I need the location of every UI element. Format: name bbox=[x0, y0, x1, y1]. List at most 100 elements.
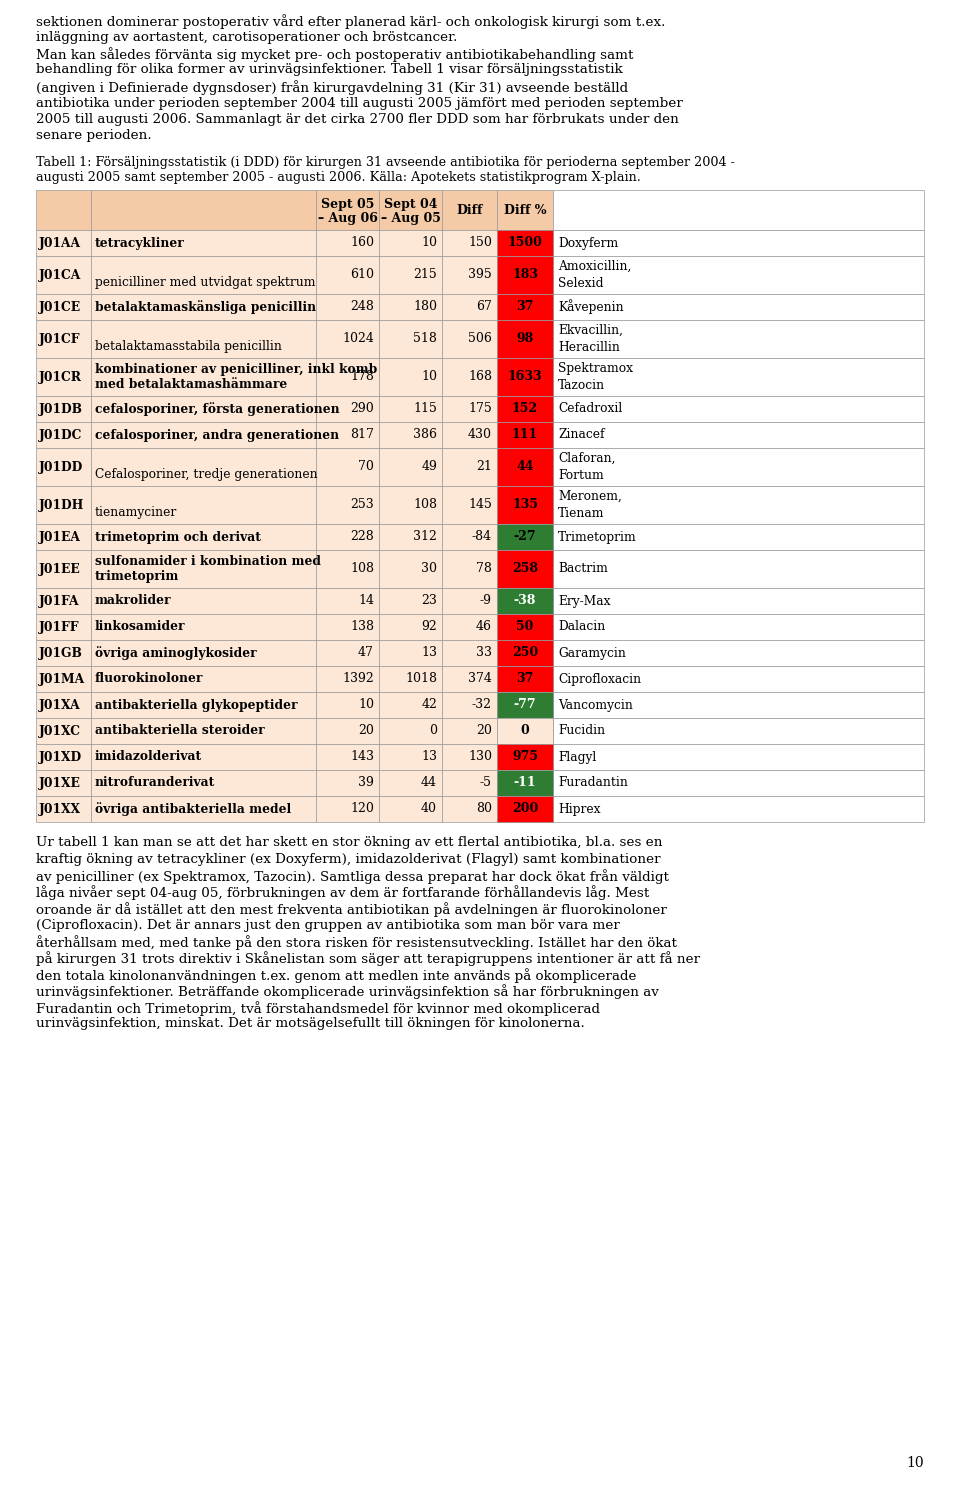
Bar bbox=[316, 189, 379, 230]
Text: 21: 21 bbox=[476, 461, 492, 473]
Text: -11: -11 bbox=[514, 776, 537, 789]
Bar bbox=[91, 665, 316, 692]
Text: Spektramox: Spektramox bbox=[558, 363, 633, 374]
Text: Heracillin: Heracillin bbox=[558, 342, 620, 354]
Text: Doxyferm: Doxyferm bbox=[558, 237, 618, 249]
Bar bbox=[497, 665, 553, 692]
Text: 395: 395 bbox=[468, 269, 492, 282]
Bar bbox=[379, 448, 442, 486]
Text: augusti 2005 samt september 2005 - augusti 2006. Källa: Apotekets statistikprogr: augusti 2005 samt september 2005 - augus… bbox=[36, 172, 641, 184]
Bar bbox=[497, 294, 553, 319]
Bar bbox=[497, 745, 553, 770]
Text: 10: 10 bbox=[906, 1456, 924, 1470]
Text: Cefadroxil: Cefadroxil bbox=[558, 403, 622, 415]
Text: återhållsam med, med tanke på den stora risken för resistensutveckling. Istället: återhållsam med, med tanke på den stora … bbox=[36, 935, 677, 950]
Bar bbox=[379, 257, 442, 294]
Text: nitrofuranderivat: nitrofuranderivat bbox=[95, 776, 215, 789]
Bar bbox=[497, 797, 553, 822]
Bar bbox=[316, 615, 379, 640]
Text: 13: 13 bbox=[421, 646, 437, 659]
Bar bbox=[497, 230, 553, 257]
Text: imidazolderivat: imidazolderivat bbox=[95, 750, 203, 764]
Text: cefalosporiner, andra generationen: cefalosporiner, andra generationen bbox=[95, 428, 339, 442]
Bar bbox=[442, 745, 497, 770]
Bar bbox=[379, 294, 442, 319]
Text: 13: 13 bbox=[421, 750, 437, 764]
Text: 78: 78 bbox=[476, 562, 492, 576]
Bar bbox=[553, 692, 924, 718]
Text: 67: 67 bbox=[476, 300, 492, 313]
Bar bbox=[36, 665, 91, 692]
Text: 42: 42 bbox=[421, 698, 437, 712]
Bar bbox=[553, 718, 924, 745]
Text: med betalaktamashämmare: med betalaktamashämmare bbox=[95, 377, 287, 391]
Text: Ciprofloxacin: Ciprofloxacin bbox=[558, 673, 641, 685]
Bar bbox=[553, 615, 924, 640]
Bar bbox=[91, 395, 316, 422]
Text: 37: 37 bbox=[516, 673, 534, 685]
Text: 817: 817 bbox=[350, 428, 374, 442]
Text: urinvägsinfektioner. Beträffande okomplicerade urinvägsinfektion så har förbrukn: urinvägsinfektioner. Beträffande okompli… bbox=[36, 985, 659, 1000]
Text: sektionen dominerar postoperativ vård efter planerad kärl- och onkologisk kirurg: sektionen dominerar postoperativ vård ef… bbox=[36, 13, 665, 28]
Text: J01GB: J01GB bbox=[39, 646, 83, 659]
Text: fluorokinoloner: fluorokinoloner bbox=[95, 673, 204, 685]
Text: trimetoprim och derivat: trimetoprim och derivat bbox=[95, 531, 261, 543]
Bar bbox=[379, 770, 442, 797]
Text: Sept 04: Sept 04 bbox=[384, 198, 437, 210]
Text: kombinationer av penicilliner, inkl komb: kombinationer av penicilliner, inkl komb bbox=[95, 363, 377, 376]
Text: betalaktamaskänsliga penicillin: betalaktamaskänsliga penicillin bbox=[95, 300, 316, 313]
Text: 145: 145 bbox=[468, 498, 492, 512]
Text: tienamyciner: tienamyciner bbox=[95, 506, 178, 519]
Bar bbox=[316, 718, 379, 745]
Bar bbox=[497, 486, 553, 524]
Text: senare perioden.: senare perioden. bbox=[36, 130, 152, 143]
Text: J01EE: J01EE bbox=[39, 562, 81, 576]
Bar bbox=[497, 395, 553, 422]
Text: -9: -9 bbox=[480, 594, 492, 607]
Text: 120: 120 bbox=[350, 803, 374, 816]
Text: 37: 37 bbox=[516, 300, 534, 313]
Bar bbox=[36, 230, 91, 257]
Bar bbox=[497, 770, 553, 797]
Bar bbox=[91, 718, 316, 745]
Text: 253: 253 bbox=[350, 498, 374, 512]
Text: -77: -77 bbox=[514, 698, 537, 712]
Bar bbox=[316, 692, 379, 718]
Text: (Ciprofloxacin). Det är annars just den gruppen av antibiotika som man bör vara : (Ciprofloxacin). Det är annars just den … bbox=[36, 919, 620, 931]
Bar bbox=[36, 718, 91, 745]
Bar bbox=[442, 294, 497, 319]
Text: Furadantin och Trimetoprim, två förstahandsmedel för kvinnor med okomplicerad: Furadantin och Trimetoprim, två förstaha… bbox=[36, 1001, 600, 1016]
Bar bbox=[442, 189, 497, 230]
Text: 46: 46 bbox=[476, 621, 492, 634]
Bar bbox=[316, 319, 379, 358]
Text: 518: 518 bbox=[413, 333, 437, 346]
Bar bbox=[497, 189, 553, 230]
Bar bbox=[497, 358, 553, 395]
Text: Dalacin: Dalacin bbox=[558, 621, 605, 634]
Text: övriga aminoglykosider: övriga aminoglykosider bbox=[95, 646, 256, 659]
Bar bbox=[553, 230, 924, 257]
Text: 143: 143 bbox=[350, 750, 374, 764]
Text: 111: 111 bbox=[512, 428, 539, 442]
Bar bbox=[497, 524, 553, 551]
Bar bbox=[91, 189, 316, 230]
Text: J01DB: J01DB bbox=[39, 403, 83, 415]
Bar bbox=[36, 257, 91, 294]
Bar bbox=[36, 319, 91, 358]
Bar bbox=[497, 745, 553, 770]
Bar bbox=[442, 718, 497, 745]
Bar bbox=[442, 615, 497, 640]
Bar bbox=[497, 448, 553, 486]
Text: 23: 23 bbox=[421, 594, 437, 607]
Bar bbox=[379, 486, 442, 524]
Bar bbox=[91, 797, 316, 822]
Bar bbox=[316, 230, 379, 257]
Text: 975: 975 bbox=[512, 750, 538, 764]
Bar bbox=[91, 294, 316, 319]
Text: 30: 30 bbox=[421, 562, 437, 576]
Text: J01AA: J01AA bbox=[39, 237, 81, 249]
Bar bbox=[91, 551, 316, 588]
Bar bbox=[91, 588, 316, 615]
Text: antibakteriella steroider: antibakteriella steroider bbox=[95, 725, 265, 737]
Text: -27: -27 bbox=[514, 531, 537, 543]
